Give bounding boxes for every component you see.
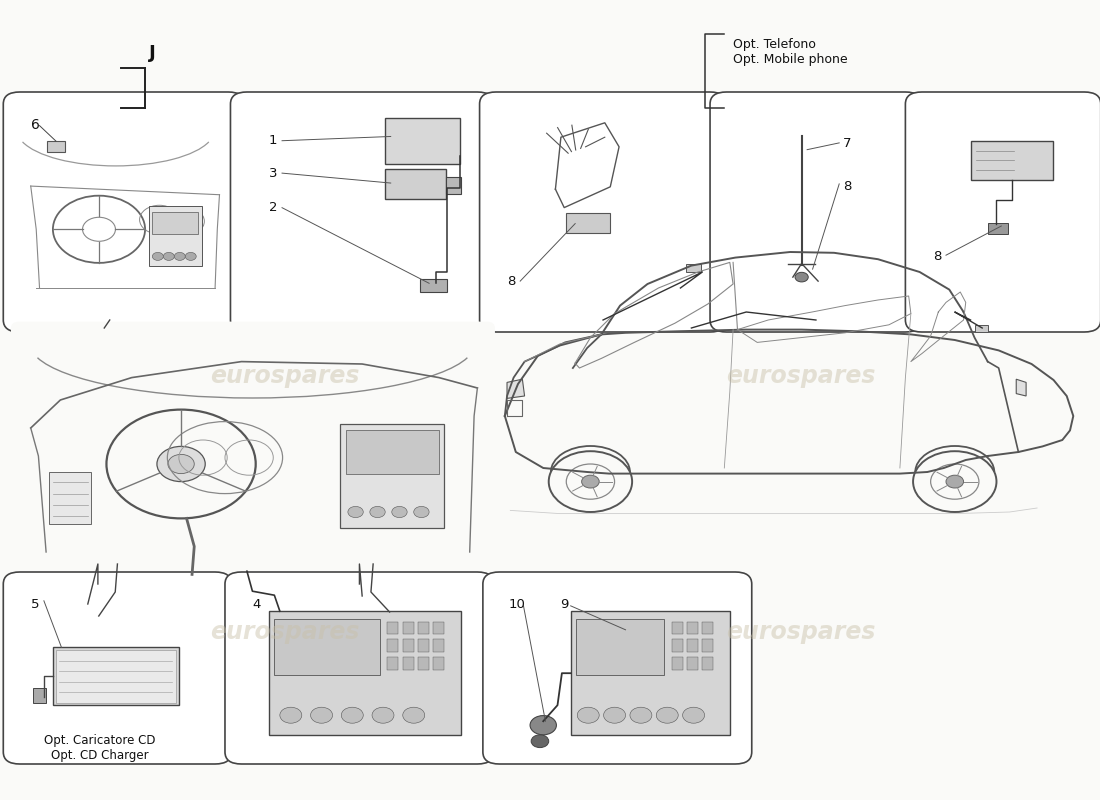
Circle shape bbox=[157, 446, 206, 482]
Bar bbox=[418, 622, 429, 634]
Bar bbox=[672, 657, 683, 670]
Circle shape bbox=[657, 707, 679, 723]
Text: 3: 3 bbox=[268, 166, 277, 180]
Bar bbox=[403, 657, 414, 670]
Bar bbox=[340, 424, 444, 528]
Bar bbox=[433, 657, 444, 670]
Bar bbox=[571, 611, 729, 735]
Circle shape bbox=[341, 707, 363, 723]
Bar bbox=[418, 657, 429, 670]
Bar bbox=[688, 639, 698, 652]
Bar bbox=[433, 622, 444, 634]
Bar bbox=[672, 622, 683, 634]
FancyBboxPatch shape bbox=[710, 92, 922, 332]
Circle shape bbox=[163, 253, 174, 261]
Text: 4: 4 bbox=[252, 598, 261, 611]
Text: 6: 6 bbox=[31, 118, 40, 132]
Bar bbox=[385, 118, 460, 165]
Circle shape bbox=[372, 707, 394, 723]
Bar bbox=[566, 214, 610, 234]
Bar bbox=[387, 657, 398, 670]
Text: 1: 1 bbox=[268, 134, 277, 147]
Bar bbox=[433, 639, 444, 652]
Text: 7: 7 bbox=[843, 137, 851, 150]
Bar bbox=[446, 177, 461, 194]
Bar bbox=[345, 430, 439, 474]
Bar bbox=[970, 141, 1053, 180]
FancyBboxPatch shape bbox=[11, 322, 495, 570]
FancyBboxPatch shape bbox=[905, 92, 1100, 332]
Circle shape bbox=[392, 506, 407, 518]
FancyBboxPatch shape bbox=[483, 572, 751, 764]
Bar bbox=[50, 472, 91, 524]
Bar bbox=[403, 622, 414, 634]
Circle shape bbox=[403, 707, 425, 723]
Text: 2: 2 bbox=[268, 201, 277, 214]
Bar bbox=[148, 206, 201, 266]
Text: eurospares: eurospares bbox=[726, 620, 876, 644]
Bar bbox=[387, 622, 398, 634]
Text: 9: 9 bbox=[560, 598, 568, 611]
Polygon shape bbox=[507, 379, 525, 398]
Circle shape bbox=[531, 734, 549, 747]
Text: 8: 8 bbox=[843, 180, 851, 194]
Bar bbox=[33, 688, 46, 702]
Bar bbox=[274, 619, 379, 675]
FancyBboxPatch shape bbox=[480, 92, 726, 332]
Bar bbox=[152, 212, 198, 234]
FancyBboxPatch shape bbox=[226, 572, 494, 764]
Bar bbox=[672, 639, 683, 652]
Polygon shape bbox=[1016, 379, 1026, 396]
Text: Opt. Telefono
Opt. Mobile phone: Opt. Telefono Opt. Mobile phone bbox=[733, 38, 848, 66]
Bar bbox=[686, 264, 702, 272]
Text: Opt. Caricatore CD
Opt. CD Charger: Opt. Caricatore CD Opt. CD Charger bbox=[44, 734, 155, 762]
Circle shape bbox=[578, 707, 600, 723]
Circle shape bbox=[604, 707, 626, 723]
Bar bbox=[975, 325, 988, 332]
Bar bbox=[703, 657, 713, 670]
Circle shape bbox=[582, 475, 600, 488]
Bar bbox=[703, 622, 713, 634]
Circle shape bbox=[530, 715, 557, 734]
Circle shape bbox=[683, 707, 705, 723]
Circle shape bbox=[630, 707, 652, 723]
Circle shape bbox=[185, 253, 196, 261]
Circle shape bbox=[310, 707, 332, 723]
FancyBboxPatch shape bbox=[3, 92, 244, 332]
Circle shape bbox=[279, 707, 301, 723]
Bar bbox=[703, 639, 713, 652]
Circle shape bbox=[946, 475, 964, 488]
Bar bbox=[576, 619, 663, 675]
Text: eurospares: eurospares bbox=[210, 620, 360, 644]
Circle shape bbox=[370, 506, 385, 518]
Text: 8: 8 bbox=[933, 250, 942, 262]
Circle shape bbox=[168, 454, 195, 474]
Bar bbox=[403, 639, 414, 652]
Text: J: J bbox=[150, 43, 156, 62]
Circle shape bbox=[795, 272, 808, 282]
Bar bbox=[688, 657, 698, 670]
Circle shape bbox=[348, 506, 363, 518]
Text: eurospares: eurospares bbox=[726, 364, 876, 388]
Bar bbox=[47, 141, 65, 151]
Bar bbox=[420, 279, 447, 292]
Text: 10: 10 bbox=[508, 598, 525, 611]
Circle shape bbox=[174, 253, 185, 261]
Bar bbox=[418, 639, 429, 652]
Text: 5: 5 bbox=[31, 598, 40, 611]
FancyBboxPatch shape bbox=[3, 572, 232, 764]
Text: 8: 8 bbox=[507, 275, 516, 289]
Text: eurospares: eurospares bbox=[210, 364, 360, 388]
Bar bbox=[688, 622, 698, 634]
Bar bbox=[53, 647, 179, 705]
Bar bbox=[56, 650, 176, 702]
Bar bbox=[385, 169, 446, 199]
Circle shape bbox=[414, 506, 429, 518]
Circle shape bbox=[152, 253, 163, 261]
Bar bbox=[387, 639, 398, 652]
Bar bbox=[988, 222, 1008, 234]
FancyBboxPatch shape bbox=[231, 92, 494, 332]
Bar bbox=[268, 611, 461, 735]
